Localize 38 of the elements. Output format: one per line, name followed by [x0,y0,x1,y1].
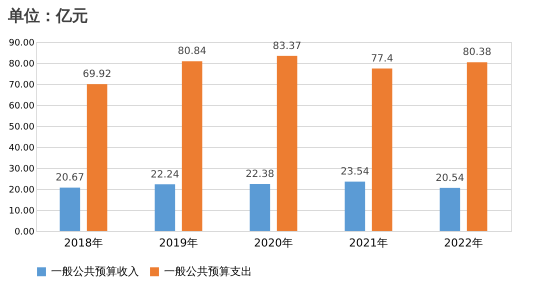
y-tick-label: 90.00 [8,38,35,48]
bar [372,68,392,231]
x-tick-label: 2020年 [254,236,293,250]
bar [440,188,460,231]
bar [154,184,176,231]
data-label: 20.54 [436,172,464,184]
legend-label: 一般公共预算收入 [51,264,139,278]
data-label: 20.67 [56,172,84,184]
data-label: 23.54 [340,166,370,178]
x-tick-label: 2022年 [444,236,483,250]
bar [276,56,298,231]
data-label: 69.92 [82,69,112,80]
x-tick-label: 2018年 [64,236,103,250]
y-tick-label: 0.00 [14,228,35,238]
bar [86,84,108,231]
y-tick-label: 80.00 [8,60,35,70]
data-label: 22.38 [246,169,274,180]
chart-title: 单位：亿元 [7,6,88,25]
y-tick-label: 70.00 [8,80,35,90]
x-tick-label: 2019年 [159,236,198,250]
y-tick-label: 40.00 [8,144,35,154]
y-tick-label: 60.00 [8,102,35,112]
bar [344,182,366,231]
data-label: 80.38 [462,47,492,58]
y-tick-label: 50.00 [8,122,35,132]
data-label: 77.4 [370,53,394,64]
data-label: 80.84 [178,46,206,58]
legend-label: 一般公共预算支出 [164,264,252,278]
data-label: 22.24 [150,169,180,180]
y-tick-label: 30.00 [8,164,35,174]
x-tick-label: 2021年 [349,236,388,250]
bar [60,188,80,231]
y-tick-label: 20.00 [8,186,35,196]
data-label: 83.37 [272,40,302,52]
bar [182,61,202,231]
bar [466,62,488,231]
y-tick-label: 10.00 [8,206,35,216]
bar [250,184,270,231]
